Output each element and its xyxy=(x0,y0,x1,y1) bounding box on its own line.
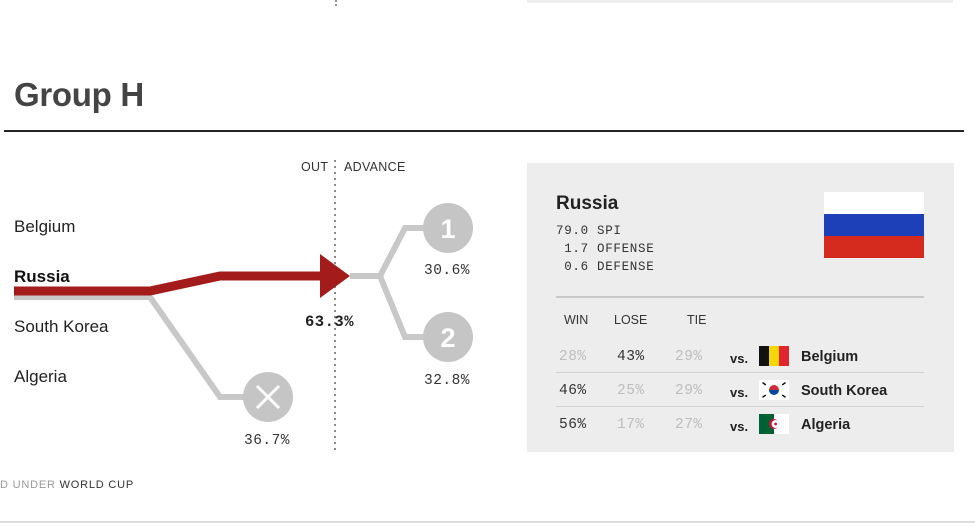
advance-pct: 63.3% xyxy=(305,313,355,331)
vs-label: vs. xyxy=(730,351,749,366)
advance-arrow xyxy=(320,254,350,298)
team-south-korea[interactable]: South Korea xyxy=(14,317,109,336)
title-rule xyxy=(4,130,964,132)
win-pct: 28% xyxy=(559,349,587,365)
advance-label: ADVANCE xyxy=(344,160,406,174)
tie-pct: 29% xyxy=(675,383,703,399)
tie-pct: 29% xyxy=(675,349,703,365)
group-title: Group H xyxy=(14,76,144,113)
lose-pct: 17% xyxy=(617,417,645,433)
algeria-flag-icon xyxy=(759,414,789,434)
top-rule xyxy=(527,0,953,3)
match-row: 46% 25% 29% vs. South Korea xyxy=(556,372,924,407)
south-korea-flag-icon xyxy=(759,380,789,400)
first-place-node xyxy=(423,203,473,253)
russia-flag-icon xyxy=(824,192,924,258)
second-place-pct: 32.8% xyxy=(424,373,471,389)
first-place-badge: 1 xyxy=(440,214,455,244)
footer-link-world-cup[interactable]: WORLD CUP xyxy=(59,479,135,491)
win-header: WIN xyxy=(564,313,589,327)
out-label: OUT xyxy=(301,160,329,174)
team-algeria[interactable]: Algeria xyxy=(14,367,67,386)
team-detail-panel: Russia 79.0 SPI 1.7 OFFENSE 0.6 DEFENSE … xyxy=(527,163,954,452)
first-place-pct: 30.6% xyxy=(424,263,471,279)
match-row: 28% 43% 29% vs. Belgium xyxy=(556,339,924,373)
opponent-name[interactable]: Algeria xyxy=(801,417,851,433)
lose-pct: 25% xyxy=(617,383,645,399)
opponent-name[interactable]: South Korea xyxy=(801,383,888,399)
lose-header: LOSE xyxy=(614,313,648,327)
team-russia[interactable]: Russia xyxy=(14,267,70,286)
panel-team-name: Russia xyxy=(556,193,619,214)
footer-prefix: D UNDER xyxy=(0,479,56,491)
panel-rule xyxy=(556,296,924,298)
vs-label: vs. xyxy=(730,419,749,434)
opponent-name[interactable]: Belgium xyxy=(801,349,859,365)
second-place-badge: 2 xyxy=(440,323,455,353)
team-belgium[interactable]: Belgium xyxy=(14,217,76,236)
footer-filed-under: D UNDER WORLD CUP xyxy=(0,479,134,491)
vs-label: vs. xyxy=(730,385,749,400)
defense-stat: 0.6 DEFENSE xyxy=(556,260,655,274)
win-pct: 56% xyxy=(559,417,587,433)
tie-header: TIE xyxy=(687,313,707,327)
spi-stat: 79.0 SPI xyxy=(556,224,622,238)
bottom-rule xyxy=(0,521,975,523)
second-place-node xyxy=(423,312,473,362)
lose-pct: 43% xyxy=(617,349,645,365)
top-divider-dotted xyxy=(335,0,337,6)
selected-team-path xyxy=(14,271,322,296)
close-icon xyxy=(255,384,281,410)
tie-pct: 27% xyxy=(675,417,703,433)
match-row: 56% 17% 27% vs. Algeria xyxy=(556,406,924,441)
offense-stat: 1.7 OFFENSE xyxy=(556,242,655,256)
advancement-bracket: 1 2 xyxy=(14,160,473,452)
belgium-flag-icon xyxy=(759,346,789,366)
win-pct: 46% xyxy=(559,383,587,399)
eliminated-pct: 36.7% xyxy=(244,433,291,449)
